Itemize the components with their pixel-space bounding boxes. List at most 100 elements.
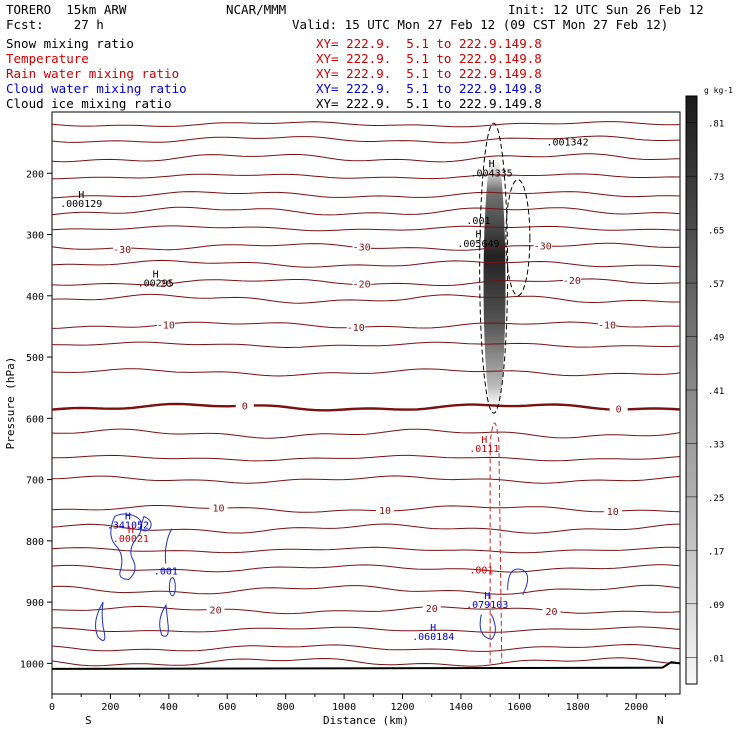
y-tick-label: 400 (26, 292, 44, 303)
colorbar-label: .49 (708, 334, 724, 344)
cloud-water-contour (479, 614, 496, 640)
isotherm-label: -30 (534, 242, 552, 253)
y-tick-label: 300 (26, 231, 44, 242)
max-marker: H (125, 511, 131, 522)
field-name-cloud-water: Cloud water mixing ratio (6, 81, 187, 96)
isotherm-line (51, 121, 681, 128)
x-tick-label: 1200 (390, 702, 414, 713)
max-marker: H (128, 525, 134, 536)
x-tick-label: 200 (101, 702, 119, 713)
isotherm-line (51, 153, 681, 163)
isotherm-label-bg (375, 505, 394, 517)
max-marker: H (78, 190, 84, 201)
isotherm-label: 10 (212, 504, 224, 515)
field-xy-snow: XY= 222.9. 5.1 to 222.9.149.8 (316, 36, 542, 51)
isotherm-0 (51, 402, 681, 412)
isotherm-label-bg (533, 240, 552, 252)
x-tick-label: 1600 (507, 702, 531, 713)
isotherm-10 (51, 505, 681, 513)
cloud-water-contour (95, 601, 106, 641)
isotherm-label: -10 (598, 321, 616, 332)
max-value-label: .00295 (138, 279, 174, 290)
terrain-line (51, 661, 681, 670)
isotherm-line (51, 428, 681, 439)
isotherm-label: 10 (379, 506, 391, 517)
isotherm-line (51, 454, 681, 462)
max-value-label: .079103 (466, 600, 508, 611)
max-marker: H (153, 269, 159, 280)
field-name-cloud-ice: Cloud ice mixing ratio (6, 96, 172, 111)
max-value-label: .001 (469, 565, 493, 576)
field-xy-cloud-ice: XY= 222.9. 5.1 to 222.9.149.8 (316, 96, 542, 111)
isotherm-label: -20 (563, 276, 581, 287)
isotherm-label-bg (352, 241, 371, 253)
isotherm-line (51, 293, 680, 304)
isotherm-line (51, 475, 681, 484)
isotherm-20 (51, 605, 681, 615)
max-value-label: .0111 (469, 444, 499, 455)
forecast-label: Fcst: 27 h (6, 17, 104, 32)
x-end-label-right: N (657, 714, 664, 727)
isotherm-label-bg (597, 319, 616, 331)
isotherm-label-bg (346, 322, 365, 334)
cloud-water-contour (139, 515, 152, 532)
x-tick-label: 800 (277, 702, 295, 713)
max-marker: H (481, 435, 487, 446)
max-marker: H (489, 159, 495, 170)
x-end-label-left: S (85, 714, 92, 727)
isotherm-label: -30 (353, 243, 371, 254)
colorbar-label: .41 (708, 387, 724, 397)
isotherm-line (51, 626, 681, 633)
isotherm-label: 0 (616, 405, 622, 416)
isotherm-line (51, 584, 681, 595)
isotherm-line (51, 523, 681, 534)
max-marker: H (484, 591, 490, 602)
colorbar-label: .81 (708, 120, 724, 130)
isotherm-label: 0 (242, 402, 248, 413)
isotherm-label-bg (235, 400, 254, 412)
isotherm-line (51, 546, 681, 554)
x-tick-label: 2000 (624, 702, 648, 713)
cloud-water-contour (164, 528, 173, 564)
center-label: NCAR/MMM (226, 2, 287, 17)
init-label: Init: 12 UTC Sun 26 Feb 12 (508, 2, 704, 17)
y-tick-label: 1000 (20, 659, 44, 670)
snow-column-shading (483, 148, 506, 419)
isotherm-line (51, 341, 681, 349)
x-tick-label: 0 (49, 702, 55, 713)
isotherm-label: -30 (113, 245, 131, 256)
cloud-water-contour (168, 577, 176, 597)
cloud-water-contour (110, 513, 143, 580)
colorbar-label: .73 (708, 173, 724, 183)
x-tick-label: 1000 (332, 702, 356, 713)
cloud-water-contour (507, 568, 529, 596)
rain-contour (489, 422, 503, 664)
isotherm-label-bg (156, 319, 175, 331)
x-tick-label: 600 (218, 702, 236, 713)
colorbar-label: .17 (708, 547, 724, 557)
valid-label: Valid: 15 UTC Mon 27 Feb 12 (09 CST Mon … (292, 17, 669, 32)
isotherm-label: -20 (353, 280, 371, 291)
isotherm-line (51, 206, 681, 216)
y-axis-label: Pressure (hPa) (4, 357, 17, 450)
isotherm-label: 10 (607, 507, 619, 518)
isotherm-label: 20 (210, 606, 222, 617)
max-value-label: .341052 (107, 521, 149, 532)
x-tick-label: 1400 (449, 702, 473, 713)
isotherm-line (51, 135, 681, 144)
colorbar-label: .65 (708, 227, 724, 237)
y-tick-label: 600 (26, 414, 44, 425)
field-xy-rain: XY= 222.9. 5.1 to 222.9.149.8 (316, 66, 542, 81)
y-tick-label: 800 (26, 537, 44, 548)
max-value-label: .004335 (471, 168, 513, 179)
isotherm-line (51, 657, 681, 667)
max-value-label: .001342 (546, 138, 588, 149)
isotherm-label-bg (609, 403, 628, 415)
max-value-label: .000129 (60, 199, 102, 210)
cloud-water-contour (159, 603, 169, 637)
isotherm-line (51, 564, 681, 573)
isotherm--10 (51, 321, 681, 329)
isotherm-label-bg (562, 274, 581, 286)
isotherm-label: 20 (426, 604, 438, 615)
